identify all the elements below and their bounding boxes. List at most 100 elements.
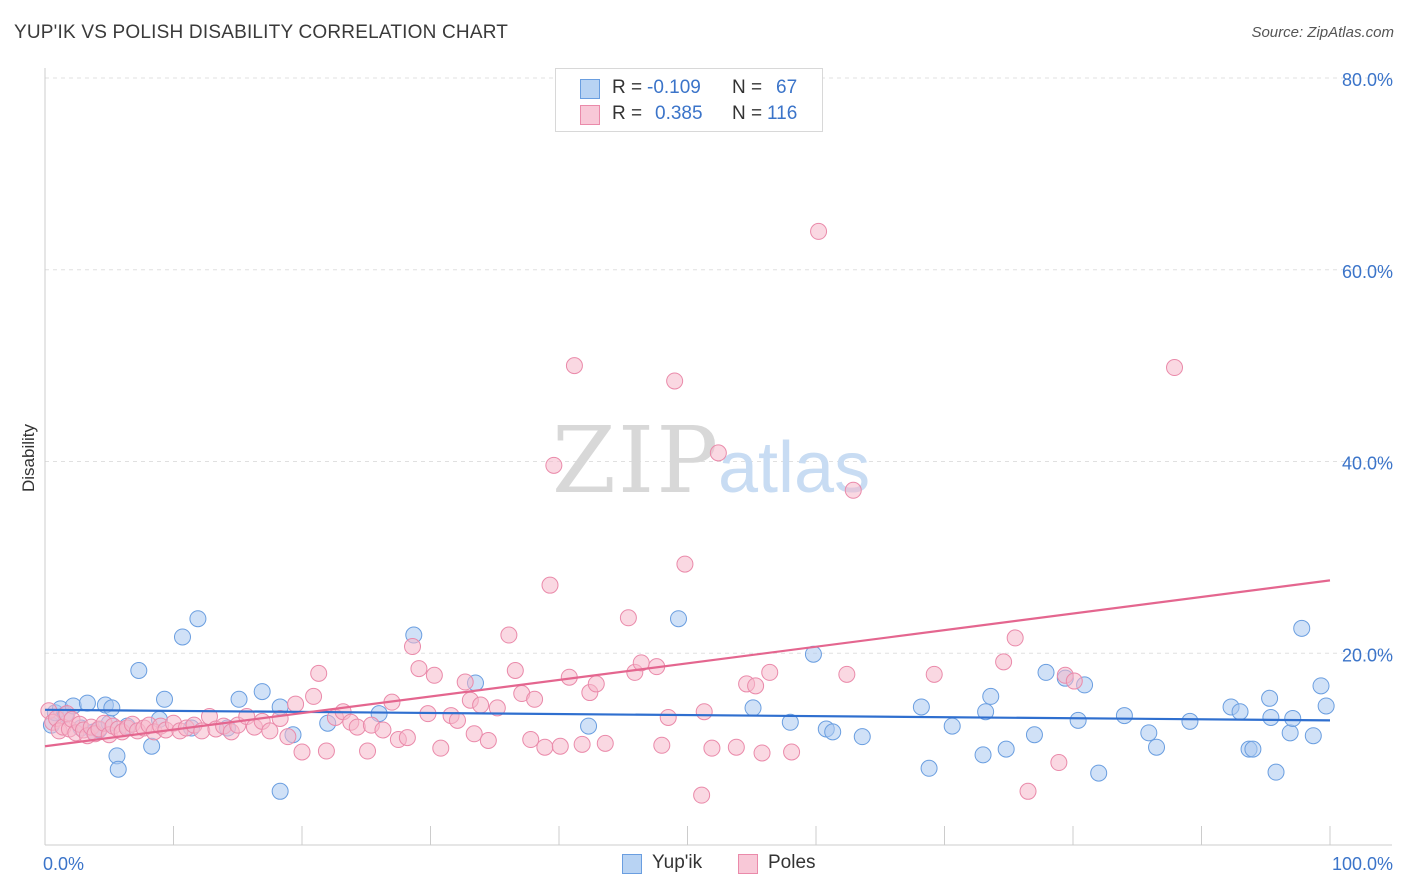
yupik-point [912, 698, 930, 716]
yupik-point [1281, 724, 1299, 742]
yupik-point [271, 782, 289, 800]
yupik-point [1025, 726, 1043, 744]
poles-point [398, 729, 416, 747]
yupik-point [1140, 724, 1158, 742]
y-axis-label: Disability [19, 423, 38, 492]
y-tick-label: 60.0% [1342, 262, 1393, 282]
yupik-swatch [580, 79, 600, 99]
r-value: 0.385 [655, 103, 703, 124]
poles-point [526, 690, 544, 708]
y-tick-label: 20.0% [1342, 645, 1393, 665]
grid-lines [45, 77, 1392, 654]
poles-point [359, 742, 377, 760]
poles-point [727, 738, 745, 756]
poles-point [703, 739, 721, 757]
poles-point [348, 718, 366, 736]
poles-point [844, 481, 862, 499]
yupik-point [781, 713, 799, 731]
yupik-point [580, 717, 598, 735]
poles-point [1019, 782, 1037, 800]
poles-point [783, 743, 801, 761]
chart-title: YUP'IK VS POLISH DISABILITY CORRELATION … [14, 22, 509, 43]
poles-point [410, 660, 428, 678]
poles-point [279, 728, 297, 746]
poles-point [1006, 629, 1024, 647]
poles-point [573, 735, 591, 753]
poles-point [676, 555, 694, 573]
poles-point [619, 609, 637, 627]
yupik-point [974, 746, 992, 764]
r-label: R = [612, 103, 643, 124]
yupik-point [1312, 677, 1330, 695]
poles-point [261, 722, 279, 740]
yupik-point [670, 610, 688, 628]
yupik-point [943, 717, 961, 735]
poles-points [40, 222, 1184, 804]
yupik-legend-swatch [622, 854, 642, 874]
y-tick-label: 80.0% [1342, 70, 1393, 90]
y-tick-labels: 20.0% 40.0% 60.0% 80.0% [1342, 70, 1393, 665]
poles-point [925, 665, 943, 683]
poles-point [545, 456, 563, 474]
poles-point [1050, 754, 1068, 772]
yupik-point [253, 683, 271, 701]
poles-point [465, 725, 483, 743]
poles-point [693, 786, 711, 804]
yupik-point [1293, 619, 1311, 637]
correlation-legend: R = -0.109 N = 67 R = 0.385 N = 116 [555, 68, 823, 132]
poles-point [536, 738, 554, 756]
yupik-point [1148, 738, 1166, 756]
watermark-zip: ZIP [552, 407, 720, 514]
watermark-atlas: atlas [718, 428, 870, 508]
poles-point [551, 737, 569, 755]
poles-point [374, 721, 392, 739]
poles-point [695, 703, 713, 721]
y-tick-label: 40.0% [1342, 454, 1393, 474]
poles-point [317, 742, 335, 760]
yupik-point [1090, 764, 1108, 782]
poles-point [479, 731, 497, 749]
yupik-point [1261, 689, 1279, 707]
poles-point [587, 675, 605, 693]
yupik-point [744, 699, 762, 717]
x-tick-label: 0.0% [43, 854, 84, 874]
yupik-point [982, 687, 1000, 705]
yupik-point [1069, 711, 1087, 729]
poles-point [838, 665, 856, 683]
yupik-point [1262, 708, 1280, 726]
yupik-point [173, 628, 191, 646]
trend-lines [44, 579, 1331, 748]
yupik-point [1244, 740, 1262, 758]
yupik-point [1115, 707, 1133, 725]
yupik-point [1231, 703, 1249, 721]
poles-point [293, 743, 311, 761]
n-value: 116 [767, 103, 798, 124]
poles-point [666, 372, 684, 390]
poles-point [310, 664, 328, 682]
poles-point [448, 711, 466, 729]
poles-point [653, 736, 671, 754]
yupik-points [42, 610, 1335, 800]
yupik-point [977, 703, 995, 721]
x-tick-labels: 0.0% 100.0% [43, 854, 1393, 874]
poles-point [488, 699, 506, 717]
poles-point [305, 687, 323, 705]
yupik-point [189, 610, 207, 628]
yupik-point [156, 690, 174, 708]
yupik-point [78, 694, 96, 712]
poles-point [761, 663, 779, 681]
r-label: R = [612, 77, 643, 98]
poles-point [1166, 359, 1184, 377]
poles-point [747, 677, 765, 695]
yupik-point [853, 728, 871, 746]
poles-point [659, 708, 677, 726]
yupik-point [824, 723, 842, 741]
yupik-point [1267, 763, 1285, 781]
poles-point [456, 673, 474, 691]
poles-point [500, 626, 518, 644]
r-value: -0.109 [647, 77, 701, 98]
n-value: 67 [776, 77, 798, 98]
poles-point [425, 666, 443, 684]
poles-point [472, 696, 490, 714]
